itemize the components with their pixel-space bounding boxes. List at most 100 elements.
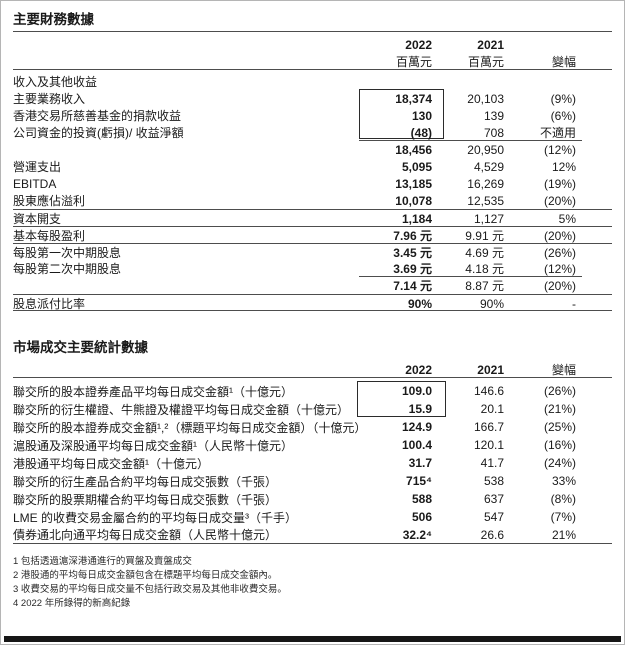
value-change: (12%) xyxy=(543,142,576,157)
column-header-2022: 2022 xyxy=(405,362,432,377)
value-change: (26%) xyxy=(543,384,576,398)
value-2022: 18,374 xyxy=(395,91,432,106)
footnote: 4 2022 年所錄得的新高紀錄 xyxy=(13,598,131,609)
value-change: (6%) xyxy=(550,108,576,123)
value-2021: 4.18 元 xyxy=(465,262,504,276)
table-row: LME 的收費交易金屬合約的平均每日成交量³（千手） 506 547 (7%) xyxy=(13,508,612,526)
value-2022: 3.69 元 xyxy=(393,262,432,276)
row-label: 股東應佔溢利 xyxy=(13,194,86,208)
value-2021: 20,103 xyxy=(467,91,504,106)
section-market-statistics: 市場成交主要統計數據 2022 2021 變幅 聯交所的股本證券產品平均每日成交… xyxy=(13,338,612,545)
table-row: 聯交所的股本證券成交金額¹,²（標題平均每日成交金額）（十億元） 124.9 166… xyxy=(13,418,612,436)
value-2022: 506 xyxy=(411,510,432,524)
table-row: 主要業務收入 18,374 20,103 (9%) xyxy=(13,90,612,107)
value-2021: 547 xyxy=(483,510,504,524)
table-row: 聯交所的股票期權合約平均每日成交張數（千張） 588 637 (8%) xyxy=(13,490,612,508)
value-2022: 5,095 xyxy=(401,159,432,174)
value-2021: 12,535 xyxy=(467,193,504,208)
row-label: LME 的收費交易金屬合約的平均每日成交量³（千手） xyxy=(13,510,298,525)
value-change: (9%) xyxy=(550,91,576,106)
page-bottom-rule xyxy=(4,636,621,642)
table-row: 港股通平均每日成交金額¹（十億元） 31.7 41.7 (24%) xyxy=(13,454,612,472)
table1-header: 2022 2021 百萬元 百萬元 變幅 xyxy=(13,37,612,69)
value-2021: 4.69 元 xyxy=(465,246,504,260)
row-label: 聯交所的衍生權證、牛熊證及權證平均每日成交金額（十億元） xyxy=(13,402,350,417)
header-spacer xyxy=(536,37,612,53)
column-header-change: 變幅 xyxy=(551,363,576,377)
value-change: (19%) xyxy=(543,176,576,191)
value-change: 33% xyxy=(551,474,576,488)
value-2021: 120.1 xyxy=(473,438,504,452)
table2-header-row: 2022 2021 變幅 xyxy=(13,361,612,378)
value-change: (25%) xyxy=(543,420,576,434)
value-2021: 20,950 xyxy=(467,142,504,157)
report-content: 主要財務數據 2022 2021 百萬元 百萬元 變幅 收入及 xyxy=(1,1,624,611)
row-label: 基本每股盈利 xyxy=(13,229,86,243)
value-2022: 7.14 元 xyxy=(393,279,432,293)
value-2021: 9.91 元 xyxy=(465,229,504,243)
section-financial-highlights: 主要財務數據 2022 2021 百萬元 百萬元 變幅 收入及 xyxy=(13,10,612,312)
value-2021: 146.6 xyxy=(473,384,504,398)
table2-body: 聯交所的股本證券產品平均每日成交金額¹（十億元） 109.0 146.6 (26%) 聯… xyxy=(13,378,612,545)
value-2021: 20.1 xyxy=(480,402,504,416)
row-label: 聯交所的股本證券成交金額¹,²（標題平均每日成交金額）（十億元） xyxy=(13,420,367,435)
row-label: 債券通北向通平均每日成交金額（人民幣十億元） xyxy=(13,528,278,542)
section2-title: 市場成交主要統計數據 xyxy=(13,340,148,355)
footnote: 2 港股通的平均每日成交金額包含在標題平均每日成交金額內。 xyxy=(13,570,278,581)
header-spacer xyxy=(13,361,380,378)
table-row: 聯交所的衍生產品合約平均每日成交張數（千張） 715⁴ 538 33% xyxy=(13,472,612,490)
table-row: 基本每股盈利 7.96 元 9.91 元 (20%) xyxy=(13,226,612,243)
value-2022: 588 xyxy=(411,492,432,506)
value-2021: 538 xyxy=(483,474,504,488)
footnotes-block: 1 包括透過滬深港通進行的買盤及賣盤成交 2 港股通的平均每日成交金額包含在標題平… xyxy=(13,555,612,611)
row-label: 營運支出 xyxy=(13,160,62,174)
value-change: (16%) xyxy=(543,438,576,452)
table-row: 香港交易所慈善基金的捐款收益 130 139 (6%) xyxy=(13,107,612,124)
header-spacer xyxy=(13,37,380,53)
column-header-2021: 2021 xyxy=(477,362,504,377)
value-2022: 130 xyxy=(411,108,432,123)
value-2021: 41.7 xyxy=(480,456,504,470)
value-change: (20%) xyxy=(543,193,576,208)
value-change: 5% xyxy=(558,211,576,226)
column-unit-2021: 百萬元 xyxy=(467,55,504,69)
value-2021: 708 xyxy=(483,125,504,140)
value-change: 12% xyxy=(551,159,576,174)
value-2021: 90% xyxy=(479,296,504,311)
table2-header: 2022 2021 變幅 xyxy=(13,361,612,378)
header-spacer xyxy=(13,53,380,70)
row-label: 收入及其他收益 xyxy=(13,75,98,89)
table-row: 債券通北向通平均每日成交金額（人民幣十億元） 32.2⁴ 26.6 21% xyxy=(13,526,612,544)
value-2022: 32.2⁴ xyxy=(402,527,432,542)
value-2021: 8.87 元 xyxy=(465,279,504,293)
value-2022: 90% xyxy=(407,296,432,311)
table-row: 股息派付比率 90% 90% - xyxy=(13,294,612,311)
value-2022: 124.9 xyxy=(401,420,432,434)
value-2022: 15.9 xyxy=(408,402,432,416)
table-row: EBITDA 13,185 16,269 (19%) xyxy=(13,175,612,192)
value-change: (7%) xyxy=(550,510,576,524)
row-label: 股息派付比率 xyxy=(13,297,86,311)
table1-header-units-row: 百萬元 百萬元 變幅 xyxy=(13,53,612,69)
table-row: 7.14 元 8.87 元 (20%) xyxy=(13,276,612,294)
table-row: 每股第二次中期股息 3.69 元 4.18 元 (12%) xyxy=(13,260,612,277)
row-label xyxy=(13,141,380,158)
value-2022: 715⁴ xyxy=(406,474,432,488)
table-row: 公司資金的投資(虧損)/ 收益淨額 (48) 708 不適用 xyxy=(13,124,612,141)
value-change: 不適用 xyxy=(539,126,576,140)
value-2022 xyxy=(380,73,458,90)
column-unit-2022: 百萬元 xyxy=(395,55,432,69)
column-header-2021: 2021 xyxy=(477,38,504,52)
value-2021: 26.6 xyxy=(480,527,504,542)
row-label: 公司資金的投資(虧損)/ 收益淨額 xyxy=(13,126,184,140)
value-2021: 4,529 xyxy=(473,159,504,174)
value-2021 xyxy=(458,73,536,90)
value-change: (8%) xyxy=(550,492,576,506)
value-2022: 31.7 xyxy=(408,456,432,470)
row-label: 聯交所的衍生產品合約平均每日成交張數（千張） xyxy=(13,474,278,489)
value-change: (20%) xyxy=(543,228,576,243)
table-row: 滬股通及深股通平均每日成交金額¹（人民幣十億元） 100.4 120.1 (16%) xyxy=(13,436,612,454)
table-row: 每股第一次中期股息 3.45 元 4.69 元 (26%) xyxy=(13,243,612,260)
value-change: - xyxy=(572,296,576,311)
value-2021: 637 xyxy=(483,492,504,506)
